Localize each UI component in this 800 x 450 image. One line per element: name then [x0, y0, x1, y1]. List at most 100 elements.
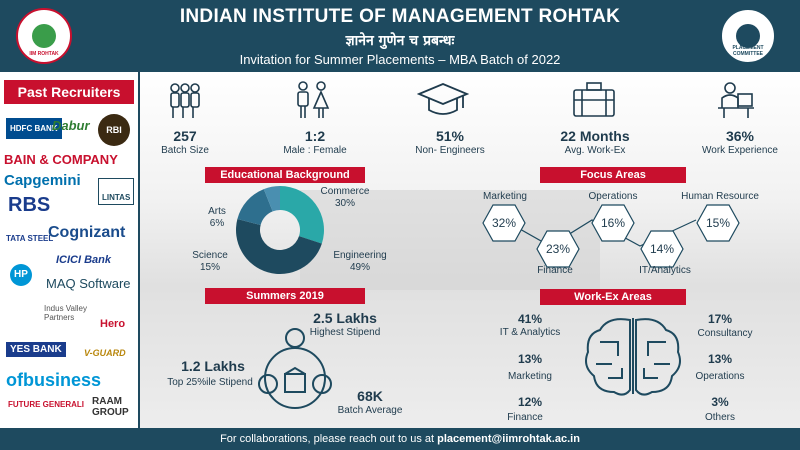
slice-value: 6%	[209, 218, 225, 229]
institute-title: INDIAN INSTITUTE OF MANAGEMENT ROHTAK	[179, 6, 621, 27]
recruiter-logo: RBS	[8, 194, 51, 216]
footer: For collaborations, please reach out to …	[0, 428, 800, 450]
focus-label-hr: Human Resource	[681, 191, 759, 202]
top25-stipend-value: 1.2 Lakhs	[181, 358, 245, 374]
pen-emblem-icon	[736, 24, 760, 48]
people-group-icon	[170, 83, 200, 118]
recruiter-logo: LINTAS	[98, 178, 135, 205]
focus-label-it: IT/Analytics	[639, 265, 691, 276]
stat-work-experience: 36% Work Experience	[690, 128, 790, 156]
recruiter-logo: Dabur	[52, 118, 90, 133]
iim-rohtak-logo: IIM ROHTAK	[16, 8, 72, 64]
stat-value: 51%	[435, 128, 465, 144]
workex-value-operations: 13%	[707, 352, 733, 366]
placement-committee-logo: PLACEMENT COMMITTEE	[720, 8, 776, 64]
recruiter-logo: V-GUARD	[84, 348, 126, 358]
briefcase-icon	[573, 82, 615, 117]
recruiter-logo: TATA STEEL	[6, 234, 54, 243]
recruiter-logo: FUTURE GENERALI	[8, 400, 84, 409]
recruiter-logo: ofbusiness	[6, 370, 102, 390]
invitation-subtitle: Invitation for Summer Placements – MBA B…	[239, 52, 561, 67]
donut-slice-commerce	[280, 186, 324, 244]
recruiter-logo: Cognizant	[48, 224, 126, 241]
workex-value-it: 41%	[517, 312, 543, 326]
stipend-network-icon	[258, 328, 332, 409]
batch-average-value: 68K	[357, 388, 383, 404]
placement-email-link[interactable]: placement@iimrohtak.ac.in	[437, 433, 580, 445]
recruiter-logo: Indus Valley Partners	[44, 304, 87, 322]
recruiter-logo: HP	[10, 264, 32, 286]
slice-value: 15%	[199, 262, 220, 273]
slice-name: Science	[192, 250, 228, 261]
logo-right-text: PLACEMENT COMMITTEE	[732, 45, 764, 57]
donut-slice-engineering	[235, 219, 322, 275]
education-label-commerce: Commerce 30%	[310, 186, 380, 210]
education-banner: Educational Background	[205, 167, 365, 183]
logo-left-text: IIM ROHTAK	[29, 51, 59, 57]
focus-value: 15%	[705, 216, 731, 230]
stat-label: Work Experience	[702, 145, 778, 156]
focus-label-finance: Finance	[537, 265, 573, 276]
slice-name: Arts	[208, 206, 226, 217]
focus-banner: Focus Areas	[540, 167, 686, 183]
stat-label: Avg. Work-Ex	[564, 145, 626, 156]
donut-slice-arts	[263, 186, 280, 212]
donut-slice-science	[237, 189, 273, 226]
slice-name: Engineering	[333, 250, 387, 261]
top25-stipend-label: Top 25%ile Stipend	[167, 377, 253, 388]
workex-label-operations: Operations	[695, 371, 745, 382]
slice-value: 30%	[334, 198, 355, 209]
education-label-arts: Arts 6%	[200, 206, 234, 230]
education-label-engineering: Engineering 49%	[325, 250, 395, 274]
focus-hex-finance: 23%	[536, 230, 580, 268]
recruiter-logo: YES BANK	[6, 342, 66, 357]
stat-avg-workex: 22 Months Avg. Work-Ex	[540, 128, 650, 156]
header: IIM ROHTAK INDIAN INSTITUTE OF MANAGEMEN…	[0, 0, 800, 72]
motto: ज्ञानेन गुणेन च प्रबन्धः	[345, 33, 455, 49]
workex-banner: Work-Ex Areas	[540, 289, 686, 305]
workex-value-marketing: 13%	[517, 352, 543, 366]
recruiter-logo: BAIN & COMPANY	[4, 152, 118, 167]
focus-value: 32%	[491, 216, 517, 230]
tree-emblem-icon	[32, 24, 56, 48]
recruiter-logo: MAQ Software	[46, 276, 131, 291]
workex-label-others: Others	[704, 412, 735, 423]
workex-value-consultancy: 17%	[707, 312, 733, 326]
stat-batch-size: 257 Batch Size	[140, 128, 230, 156]
footer-text: For collaborations, please reach out to …	[220, 433, 438, 445]
education-label-science: Science 15%	[188, 250, 232, 274]
focus-value: 23%	[545, 242, 571, 256]
workex-label-consultancy: Consultancy	[697, 328, 753, 339]
workex-value-others: 3%	[711, 395, 729, 409]
focus-hex-marketing: 32%	[482, 204, 526, 242]
recruiter-logo: ICICI Bank	[56, 254, 112, 266]
workex-label-it: IT & Analytics	[499, 327, 561, 338]
summers-banner: Summers 2019	[205, 288, 365, 304]
stat-label: Non- Engineers	[415, 145, 485, 156]
recruiter-logo: Hero	[100, 318, 126, 330]
stat-label: Batch Size	[161, 145, 209, 156]
stat-value: 257	[173, 128, 197, 144]
slice-name: Commerce	[320, 186, 370, 197]
focus-hex-it: 14%	[640, 230, 684, 268]
recruiter-logo: RBI	[98, 114, 130, 146]
stat-value: 36%	[725, 128, 755, 144]
highest-stipend-value: 2.5 Lakhs	[313, 310, 377, 326]
recruiter-logo: HDFC BANK	[6, 118, 62, 139]
focus-value: 16%	[600, 216, 626, 230]
workex-label-finance: Finance	[507, 412, 543, 423]
stat-non-engineers: 51% Non- Engineers	[400, 128, 500, 156]
focus-value: 14%	[649, 242, 675, 256]
focus-label-operations: Operations	[588, 191, 638, 202]
batch-average-label: Batch Average	[337, 405, 403, 416]
workex-value-finance: 12%	[517, 395, 543, 409]
recruiter-logo: Capgemini	[4, 172, 81, 189]
graduation-cap-icon	[417, 83, 469, 115]
slice-value: 49%	[349, 262, 370, 273]
recruiters-heading: Past Recruiters	[4, 80, 134, 104]
focus-hex-operations: 16%	[591, 204, 635, 242]
workex-label-marketing: Marketing	[508, 371, 552, 382]
stat-value: 22 Months	[560, 128, 630, 144]
stat-gender-ratio: 1:2 Male : Female	[265, 128, 365, 156]
stat-label: Male : Female	[283, 145, 347, 156]
